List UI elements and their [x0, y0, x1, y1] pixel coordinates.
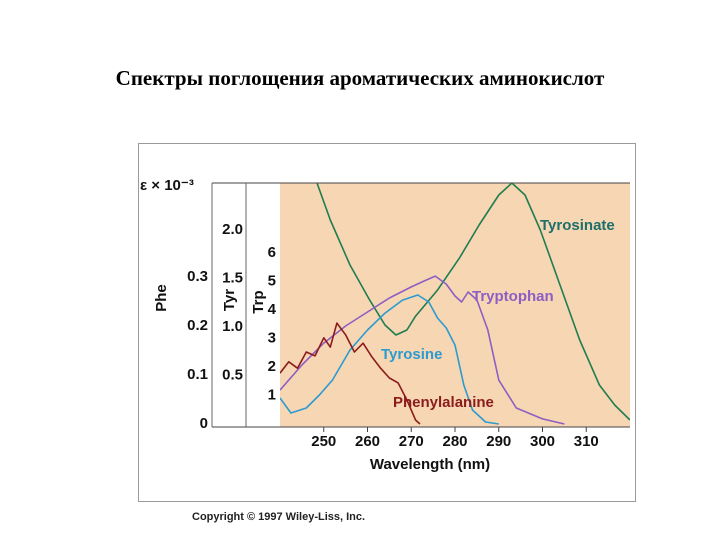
chart-frame — [138, 143, 636, 502]
y-unit-label: ε × 10⁻³ — [140, 177, 194, 194]
y-tick-label: 1 — [268, 386, 276, 403]
x-axis-title: Wavelength (nm) — [370, 456, 490, 473]
y-tick-label: 0.2 — [187, 317, 208, 334]
spectrum-line — [316, 183, 630, 421]
y-tick-label: 0.1 — [187, 366, 208, 383]
spectrum-line — [280, 322, 421, 425]
y-tick-label: 3 — [268, 329, 276, 346]
plot-area — [280, 183, 630, 425]
y-tick-label: 0.3 — [187, 268, 208, 285]
y-tick-label: 2.0 — [222, 221, 243, 238]
y3-axis-title: Trp — [250, 290, 267, 313]
y2-axis-title: Tyr — [221, 289, 238, 311]
series-label: Tyrosinate — [540, 217, 615, 234]
plot-background — [280, 183, 630, 427]
credit: Copyright © 1997 Wiley-Liss, Inc. — [192, 511, 365, 523]
x-tick-label: 270 — [399, 433, 424, 450]
x-tick-label: 260 — [355, 433, 380, 450]
y-tick-label: 2 — [268, 358, 276, 375]
y-tick-label: 0.5 — [222, 366, 243, 383]
y-tick-label: 6 — [268, 244, 276, 261]
y-tick-label: 4 — [268, 301, 277, 318]
x-tick-label: 280 — [442, 433, 467, 450]
x-tick-label: 250 — [311, 433, 336, 450]
y-tick-label: 1.0 — [222, 318, 243, 335]
spectrum-line — [280, 294, 499, 425]
spectrum-line — [280, 275, 565, 425]
y-axis-title: Phe — [153, 284, 170, 312]
series-label: Tryptophan — [472, 288, 554, 305]
y-tick-label: 5 — [268, 272, 276, 289]
x-tick-label: 290 — [486, 433, 511, 450]
y-tick-label: 0 — [200, 415, 208, 432]
series-label: Tyrosine — [381, 346, 442, 363]
series-label: Phenylalanine — [393, 394, 494, 411]
slide-title: Спектры поглощения ароматических аминоки… — [116, 66, 605, 90]
x-tick-label: 310 — [574, 433, 599, 450]
x-tick-label: 300 — [530, 433, 555, 450]
y-tick-label: 1.5 — [222, 269, 243, 286]
